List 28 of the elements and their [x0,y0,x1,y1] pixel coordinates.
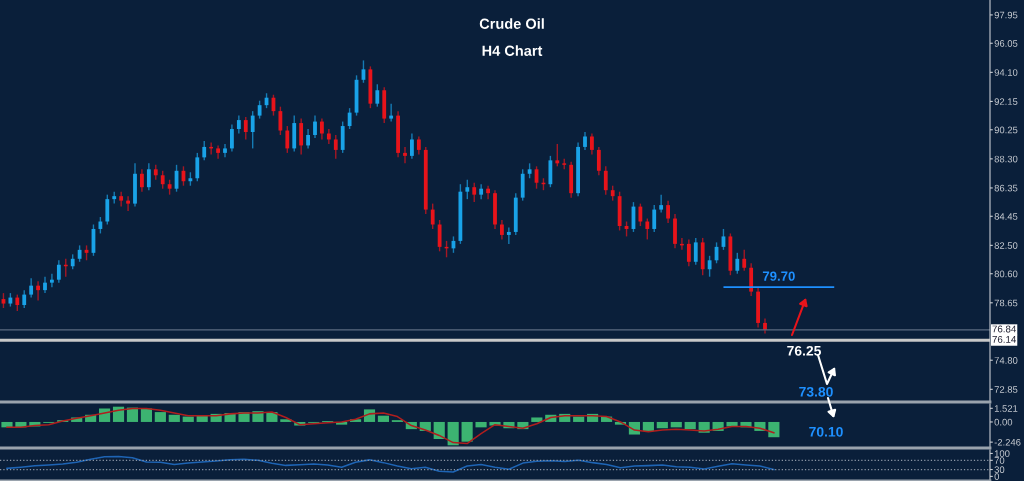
y-tick-label: 90.25 [994,126,1018,134]
y-tick-label: 94.10 [994,69,1018,76]
annotation: 76.25 [787,345,821,356]
ref-line-label: 76.14 [992,335,1017,343]
annotation: 73.80 [799,386,833,397]
y-tick-label: 0 [994,473,1000,480]
ref-line-label: 79.70 [762,271,795,281]
y-tick-label: 70 [994,457,1005,464]
y-tick-label: 84.45 [994,213,1018,220]
y-tick-label: 100 [994,450,1010,457]
y-tick-label: 30 [994,466,1005,474]
annotation: 70.10 [809,426,843,437]
y-tick-label: 80.60 [994,270,1018,278]
y-tick-label: 96.05 [994,40,1018,47]
text: Crude Oil [479,18,544,29]
y-tick-label: 82.50 [994,242,1018,249]
text: H4 Chart [482,45,543,56]
y-tick-label: 88.30 [994,155,1018,163]
y-tick-label: 92.15 [994,98,1018,105]
y-tick-label: 72.85 [994,386,1018,393]
y-tick-label: -2.246 [994,438,1021,446]
y-tick-label: 74.80 [994,357,1018,364]
ref-line-label: 76.84 [992,325,1017,333]
y-tick-label: 1.521 [994,405,1018,412]
y-tick-label: 78.65 [994,299,1018,307]
y-tick-label: 86.35 [994,184,1018,192]
y-tick-label: 97.95 [994,11,1018,19]
y-tick-label: 0.00 [994,418,1013,426]
